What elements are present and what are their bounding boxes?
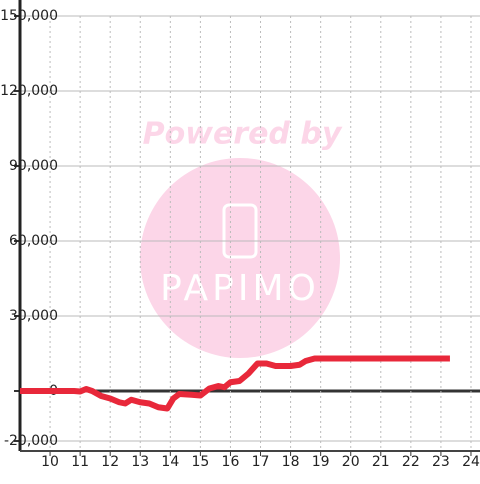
y-tick-label: -20,000	[4, 433, 58, 449]
x-tick-label: 23	[432, 454, 450, 470]
x-tick-label: 14	[161, 454, 179, 470]
y-tick-label: 30,000	[9, 308, 58, 324]
x-tick-label: 20	[342, 454, 360, 470]
y-tick-label: 90,000	[9, 158, 58, 174]
y-tick-label: 60,000	[9, 233, 58, 249]
y-tick-label: 120,000	[0, 83, 58, 99]
watermark-line2: PAPIMO	[160, 268, 320, 309]
x-tick-label: 10	[41, 454, 59, 470]
x-tick-label: 13	[131, 454, 149, 470]
x-tick-label: 17	[252, 454, 270, 470]
x-tick-label: 16	[222, 454, 240, 470]
x-tick-label: 24	[462, 454, 480, 470]
watermark-line1: Powered by	[143, 117, 343, 152]
y-tick-label: 150,000	[0, 8, 58, 24]
x-tick-label: 19	[312, 454, 330, 470]
x-tick-label: 18	[282, 454, 300, 470]
x-tick-label: 22	[402, 454, 420, 470]
x-tick-label: 15	[191, 454, 209, 470]
watermark: Powered by PAPIMO	[140, 117, 343, 358]
watermark-phone	[222, 203, 258, 259]
x-tick-label: 11	[71, 454, 89, 470]
series-line	[20, 355, 450, 412]
x-tick-label: 21	[372, 454, 390, 470]
x-tick-label: 12	[101, 454, 119, 470]
